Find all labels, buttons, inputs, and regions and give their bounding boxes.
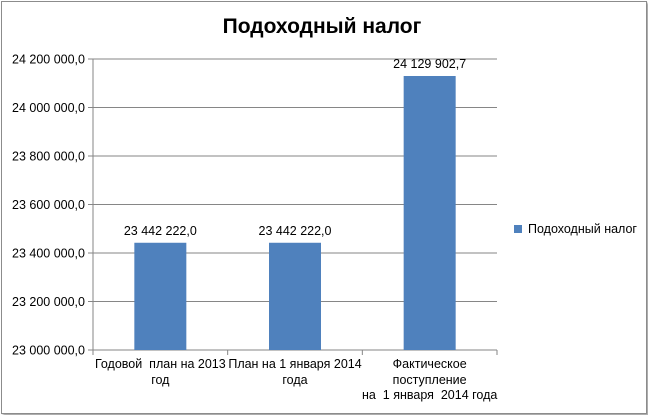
y-tick-label: 23 200 000,0	[12, 295, 85, 309]
y-tick-label: 23 600 000,0	[12, 198, 85, 212]
x-tick-label: План на 1 января 2014 года	[228, 357, 362, 387]
bar	[134, 242, 187, 350]
y-tick-label: 23 800 000,0	[12, 150, 85, 164]
data-label: 23 442 222,0	[124, 224, 197, 238]
legend: Подоходный налог	[514, 222, 637, 236]
bar	[269, 242, 321, 350]
y-tick-label: 23 000 000,0	[12, 344, 85, 358]
legend-swatch	[514, 225, 522, 233]
y-tick-label: 24 200 000,0	[12, 53, 85, 67]
chart-title: Подоходный налог	[222, 15, 422, 38]
y-tick-label: 23 400 000,0	[12, 247, 85, 261]
x-tick-label: Фактическое поступление на 1 января 2014…	[361, 357, 498, 402]
legend-label: Подоходный налог	[528, 222, 637, 236]
data-label: 24 129 902,7	[393, 57, 466, 71]
x-tick-label: Годовой план на 2013 год	[94, 357, 226, 387]
bar	[403, 75, 456, 350]
data-label: 23 442 222,0	[259, 224, 332, 238]
y-tick-label: 24 000 000,0	[12, 101, 85, 115]
